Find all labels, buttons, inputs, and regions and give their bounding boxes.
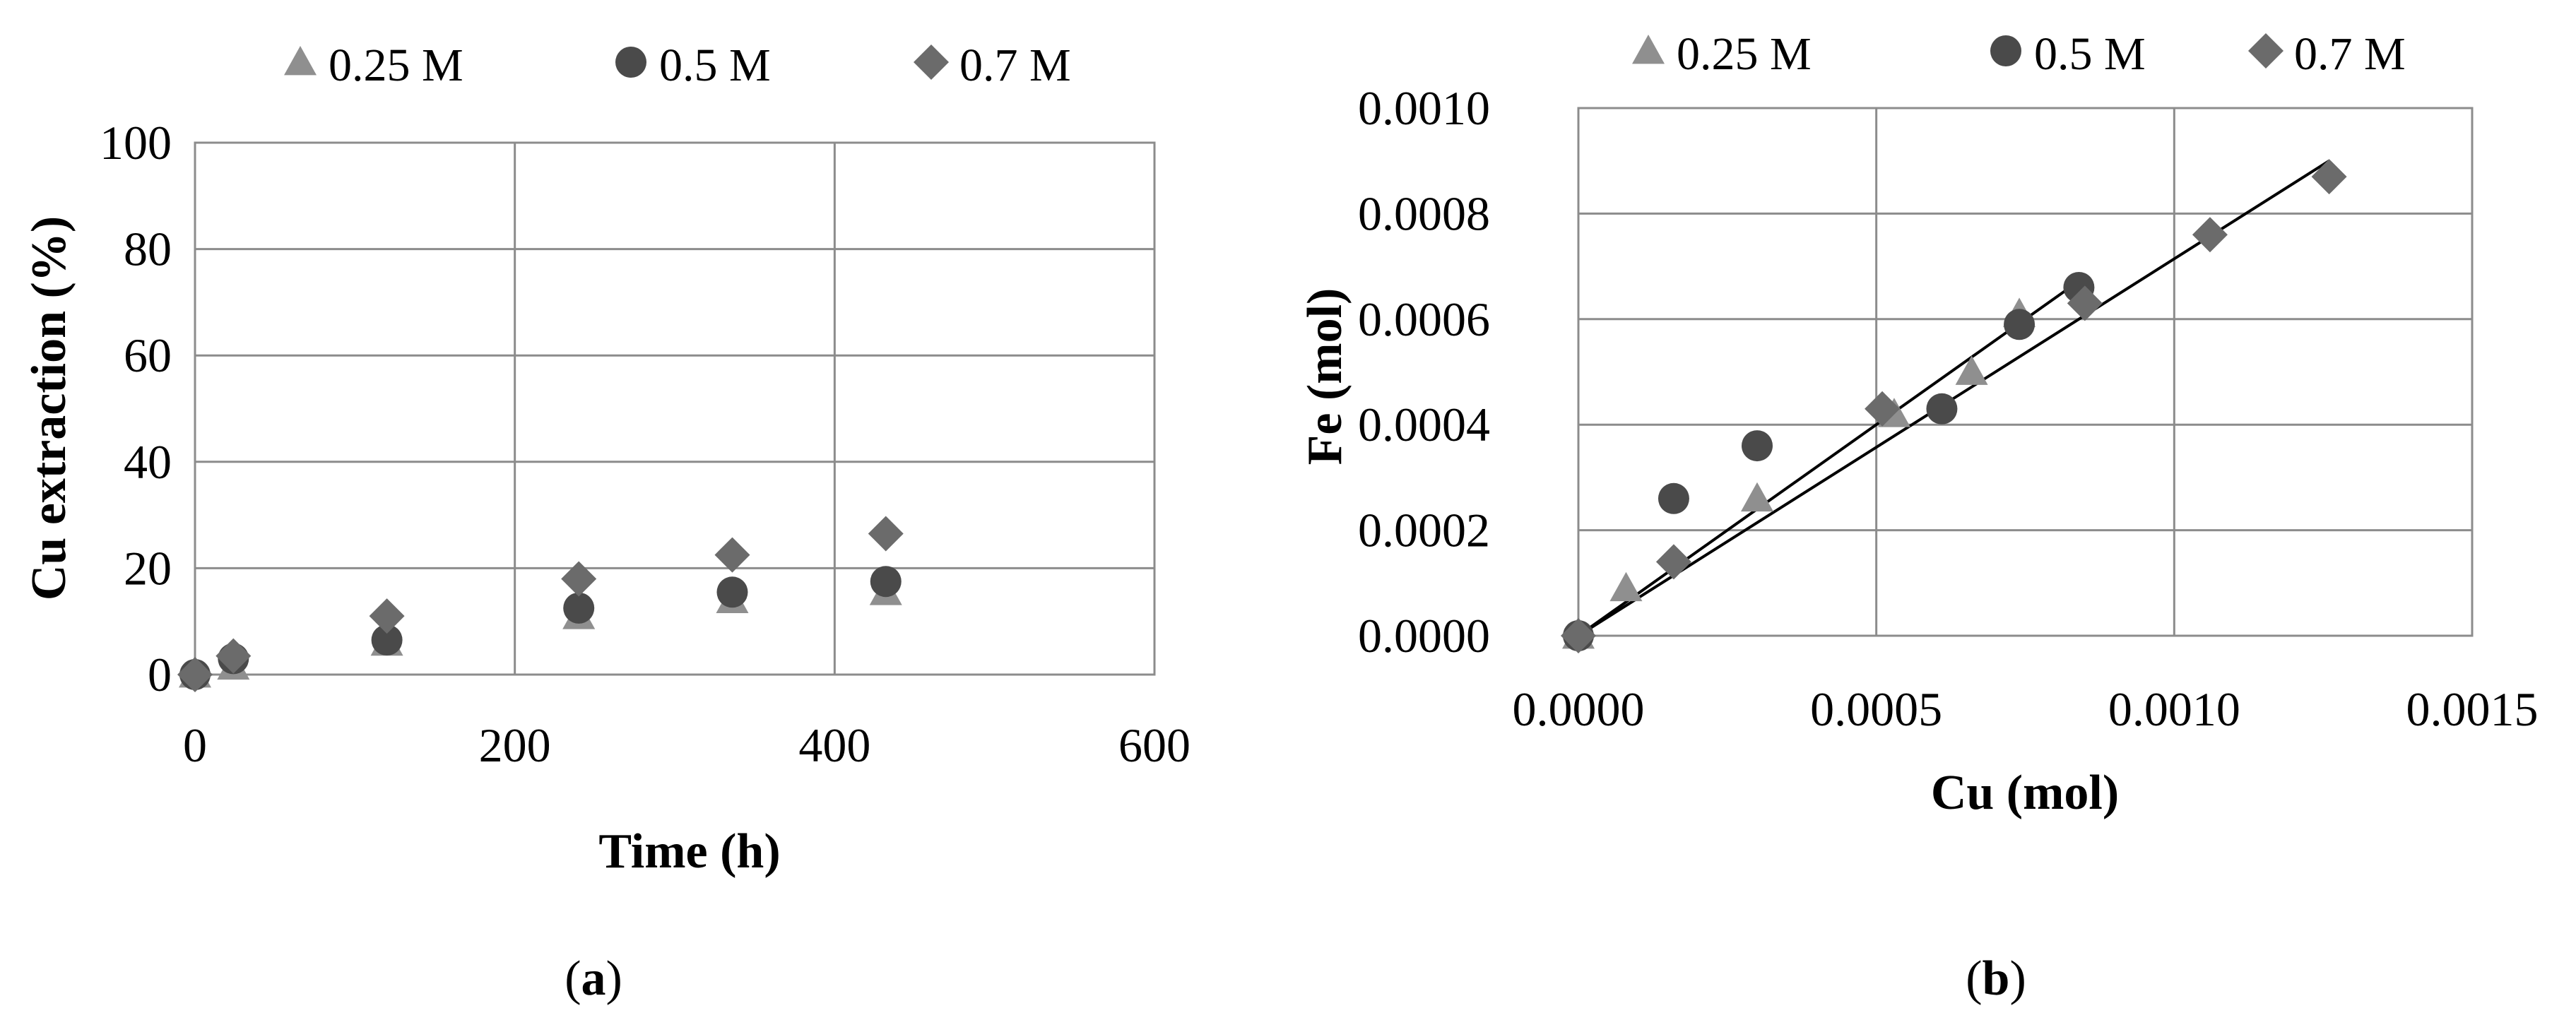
data-point-diamond: [369, 598, 405, 634]
y-tick-label: 0.0004: [1358, 398, 1490, 451]
y-tick-label: 20: [124, 541, 172, 595]
y-tick-label: 0: [148, 648, 172, 701]
data-point-triangle: [1741, 482, 1773, 512]
x-tick-label: 400: [798, 718, 870, 772]
series-triangle: [1562, 297, 2036, 649]
data-point-diamond: [1655, 544, 1691, 580]
legend-marker-diamond: [2248, 33, 2283, 69]
x-tick-label: 0.0000: [1513, 682, 1645, 736]
chart-panel-1: 0 20 40 60 80 100 0 200 400 600 Time (h) Cu extract…: [22, 40, 1190, 1006]
trendline: [1577, 275, 2086, 637]
legend-marker-circle: [1990, 35, 2021, 66]
legend-marker-diamond: [914, 45, 949, 80]
data-point-triangle: [1955, 355, 1988, 385]
data-point-diamond: [177, 657, 213, 692]
plot-area-frame: [1577, 107, 2474, 637]
panel-label-letter: b: [1983, 951, 2010, 1006]
legend: 0.25 M 0.5 M 0.7 M: [1632, 28, 2406, 80]
data-point-diamond: [561, 561, 597, 597]
legend-marker-circle: [615, 47, 646, 78]
legend-label: 0.25 M: [329, 40, 463, 91]
data-point-circle: [563, 592, 595, 624]
y-tick-label: 100: [100, 116, 172, 170]
y-axis-title: Fe (mol): [1298, 288, 1352, 465]
data-point-diamond: [1561, 618, 1596, 653]
data-point-triangle: [1609, 571, 1643, 602]
data-point-diamond: [215, 638, 252, 674]
legend: 0.25 M 0.5 M 0.7 M: [284, 40, 1071, 91]
data-point-diamond: [2311, 159, 2347, 195]
panel-label-open-paren: (: [565, 951, 581, 1006]
panel-label-letter: a: [581, 951, 606, 1006]
y-axis-title: Cu extraction (%): [22, 216, 76, 600]
series-circle: [179, 566, 902, 690]
legend-label: 0.5 M: [2034, 28, 2146, 80]
x-tick-label: 0.0015: [2406, 682, 2539, 736]
series-diamond: [177, 516, 904, 692]
legend-marker-triangle: [284, 46, 317, 76]
x-tick-label: 0.0010: [2108, 682, 2240, 736]
panel-label-close-paren: ): [2009, 951, 2026, 1006]
y-tick-label: 0.0000: [1358, 609, 1490, 663]
data-point-circle: [870, 566, 902, 598]
data-point-circle: [2004, 309, 2036, 340]
y-tick-label: 0.0010: [1358, 81, 1490, 135]
legend-label: 0.25 M: [1677, 28, 1812, 80]
data-point-circle: [716, 576, 748, 608]
data-point-diamond: [2192, 217, 2228, 253]
plot-area-frame: [194, 141, 1156, 676]
x-tick-label: 200: [479, 718, 551, 772]
series-diamond: [1561, 159, 2347, 653]
data-point-circle: [1926, 393, 1958, 425]
data-point-circle: [371, 624, 403, 656]
x-axis-title: Time (h): [598, 824, 780, 879]
chart-panel-2: 0.0000 0.0002 0.0004 0.0006 0.0008 0.0010 0.00…: [1298, 28, 2539, 1006]
data-point-diamond: [2067, 285, 2103, 321]
y-tick-label: 60: [124, 328, 172, 382]
panel-label-open-paren: (: [1966, 951, 1982, 1006]
legend-label: 0.5 M: [659, 40, 771, 91]
data-point-circle: [1658, 482, 1689, 514]
y-tick-label: 40: [124, 435, 172, 489]
x-tick-label: 600: [1118, 718, 1190, 772]
series-triangle: [179, 576, 902, 688]
panel-label-close-paren: ): [606, 951, 622, 1006]
y-tick-label: 0.0006: [1358, 292, 1490, 346]
x-tick-label: 0.0005: [1810, 682, 1942, 736]
data-point-diamond: [1865, 391, 1901, 427]
panel-label: (b): [1966, 951, 2026, 1006]
y-tick-label: 0.0002: [1358, 504, 1490, 557]
data-point-circle: [1742, 430, 1773, 462]
panel-label: (a): [565, 951, 622, 1006]
legend-label: 0.7 M: [2294, 28, 2406, 80]
x-axis-title: Cu (mol): [1931, 766, 2119, 820]
y-tick-label: 80: [124, 223, 172, 276]
x-tick-label: 0: [183, 718, 207, 772]
y-tick-label: 0.0008: [1358, 186, 1490, 240]
legend-marker-triangle: [1632, 35, 1665, 64]
data-point-diamond: [714, 537, 750, 573]
data-point-diamond: [868, 516, 904, 552]
legend-label: 0.7 M: [959, 40, 1071, 91]
